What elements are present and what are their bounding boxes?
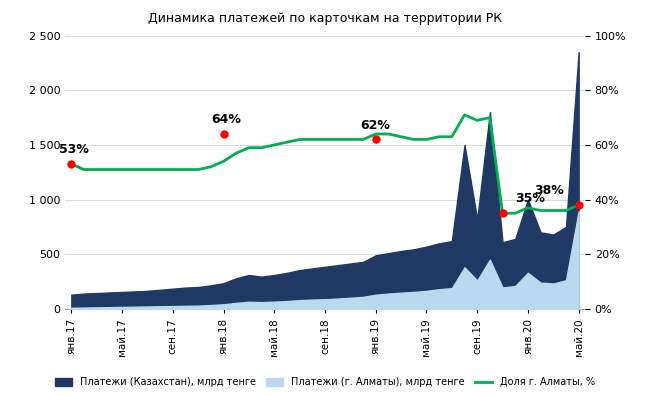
Text: 35%: 35% [515,192,545,205]
Text: 62%: 62% [361,118,391,131]
Text: 53%: 53% [58,143,88,156]
Text: 38%: 38% [534,184,564,197]
Text: Динамика платежей по карточкам на территории РК: Динамика платежей по карточкам на террит… [148,12,502,25]
Text: 64%: 64% [211,113,240,126]
Legend: Платежи (Казахстан), млрд тенге, Платежи (г. Алматы), млрд тенге, Доля г. Алматы: Платежи (Казахстан), млрд тенге, Платежи… [51,373,599,391]
